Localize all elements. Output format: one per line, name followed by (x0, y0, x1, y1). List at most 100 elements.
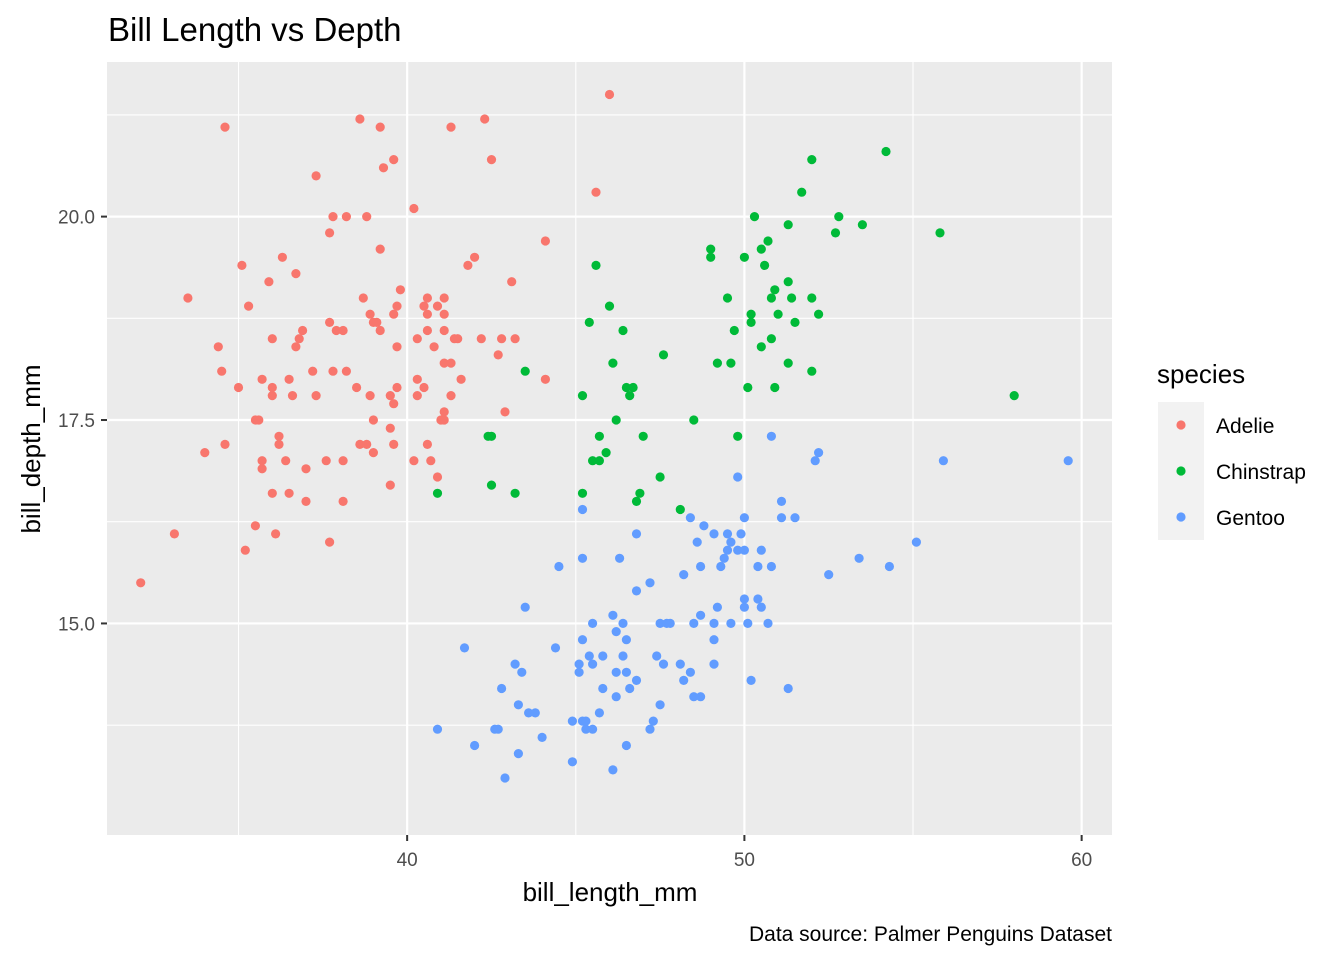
point-gentoo (726, 537, 736, 547)
point-adelie (409, 456, 419, 466)
point-chinstrap (604, 301, 615, 311)
point-adelie (267, 334, 277, 344)
point-gentoo (655, 618, 665, 629)
point-chinstrap (621, 382, 632, 393)
point-adelie (493, 350, 503, 360)
point-gentoo (581, 724, 591, 734)
point-gentoo (621, 740, 632, 751)
point-adelie (287, 391, 298, 401)
point-adelie (284, 374, 294, 384)
point-gentoo (756, 545, 766, 555)
point-gentoo (709, 618, 719, 629)
point-adelie (325, 537, 335, 547)
point-adelie (604, 89, 615, 100)
point-adelie (267, 382, 277, 393)
legend-label-gentoo: Gentoo (1216, 507, 1285, 530)
point-gentoo (611, 667, 621, 677)
point-adelie (375, 122, 385, 132)
point-adelie (375, 244, 385, 254)
point-adelie (291, 269, 301, 279)
point-gentoo (814, 448, 824, 458)
point-gentoo (574, 667, 584, 677)
point-gentoo (618, 651, 628, 661)
point-chinstrap (591, 260, 601, 270)
point-chinstrap (486, 480, 497, 490)
point-adelie (362, 439, 372, 449)
point-adelie (422, 325, 432, 336)
point-adelie (362, 212, 372, 222)
point-gentoo (645, 724, 655, 734)
x-tick-label: 60 (1071, 850, 1092, 871)
point-chinstrap (766, 334, 777, 344)
point-chinstrap (834, 212, 844, 222)
point-gentoo (510, 659, 520, 669)
point-chinstrap (783, 358, 793, 368)
point-chinstrap (756, 342, 766, 352)
point-adelie (446, 358, 456, 368)
point-gentoo (470, 740, 480, 751)
point-gentoo (537, 732, 547, 743)
point-chinstrap (773, 309, 783, 319)
point-adelie (267, 391, 277, 401)
point-adelie (439, 358, 449, 368)
point-adelie (240, 545, 250, 555)
point-gentoo (685, 513, 696, 523)
point-adelie (429, 342, 439, 352)
point-gentoo (776, 496, 787, 506)
point-adelie (389, 155, 399, 165)
point-gentoo (726, 618, 736, 629)
point-adelie (591, 187, 601, 197)
y-tick-label: 20.0 (58, 208, 95, 229)
point-adelie (439, 325, 449, 336)
legend-label-adelie: Adelie (1216, 415, 1274, 438)
point-chinstrap (588, 456, 598, 466)
point-adelie (456, 374, 466, 384)
point-adelie (368, 415, 378, 425)
point-gentoo (756, 602, 766, 612)
point-adelie (439, 309, 449, 319)
legend-marker-chinstrap (1176, 466, 1186, 476)
point-chinstrap (594, 431, 605, 441)
point-gentoo (567, 716, 578, 726)
point-gentoo (719, 553, 729, 563)
point-adelie (284, 488, 294, 498)
point-adelie (378, 163, 389, 173)
point-gentoo (611, 692, 621, 702)
point-gentoo (854, 553, 864, 563)
point-gentoo (746, 675, 756, 686)
point-adelie (439, 407, 449, 417)
point-gentoo (588, 724, 598, 734)
point-adelie (338, 456, 348, 466)
point-gentoo (497, 683, 507, 694)
point-adelie (267, 488, 277, 498)
point-adelie (325, 317, 335, 327)
point-gentoo (938, 456, 949, 466)
point-adelie (392, 382, 402, 393)
point-gentoo (631, 675, 642, 686)
point-gentoo (608, 765, 618, 775)
point-gentoo (810, 456, 820, 466)
point-gentoo (655, 700, 665, 710)
point-adelie (200, 448, 210, 458)
legend-title: species (1157, 359, 1245, 389)
point-chinstrap (520, 366, 530, 376)
point-chinstrap (577, 391, 588, 401)
point-adelie (372, 317, 382, 327)
plot-panel (107, 62, 1112, 835)
point-adelie (328, 212, 338, 222)
point-gentoo (675, 659, 685, 669)
point-adelie (321, 456, 331, 466)
point-chinstrap (733, 431, 743, 441)
point-adelie (311, 391, 321, 401)
grid-minor (107, 62, 1112, 835)
point-gentoo (716, 561, 726, 572)
point-chinstrap (766, 293, 777, 303)
point-gentoo (517, 667, 527, 677)
point-adelie (453, 334, 463, 344)
point-adelie (183, 293, 193, 303)
point-adelie (385, 391, 395, 401)
point-adelie (422, 293, 432, 303)
point-chinstrap (658, 350, 669, 360)
point-gentoo (753, 594, 763, 604)
y-tick-label: 15.0 (58, 614, 95, 635)
